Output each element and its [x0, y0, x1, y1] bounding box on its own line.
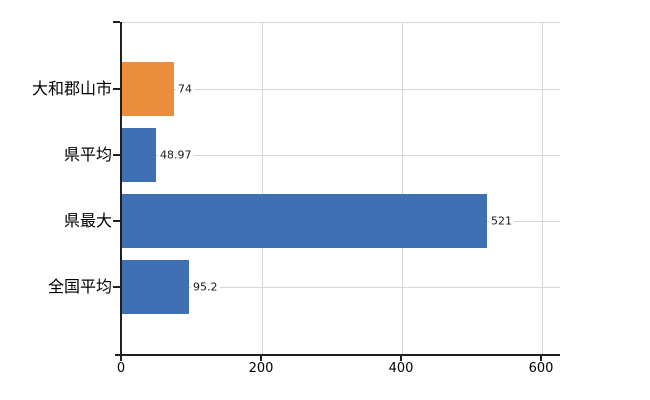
category-axis-labels: 大和郡山市県平均県最大全国平均 [0, 22, 113, 354]
y-axis-tick [113, 88, 120, 90]
y-axis-line [120, 22, 122, 354]
bar-value-label: 48.97 [158, 148, 194, 162]
y-axis-tick [113, 220, 120, 222]
category-label: 全国平均 [47, 277, 112, 296]
plot-area: 74 48.97 521 95.2 [122, 22, 560, 354]
x-tick-label: 400 [388, 361, 414, 376]
vertical-gridline [542, 22, 543, 354]
bar [122, 128, 156, 182]
y-axis-tick [113, 154, 120, 156]
x-tick-label: 0 [116, 361, 126, 376]
category-label: 県最大 [63, 211, 112, 230]
bar-value-label: 95.2 [191, 280, 220, 294]
category-label: 大和郡山市 [31, 79, 112, 98]
bar [122, 194, 487, 248]
x-axis-tick [540, 356, 542, 361]
bar [122, 62, 174, 116]
x-tick-label: 200 [248, 361, 274, 376]
x-axis-line [115, 354, 560, 356]
plot-top-border [122, 22, 560, 23]
bar-value-label: 521 [489, 214, 514, 228]
vertical-gridline [262, 22, 263, 354]
category-gridline [122, 155, 560, 156]
x-axis-tick [120, 356, 122, 361]
category-gridline [122, 287, 560, 288]
bar-value-label: 74 [176, 82, 194, 96]
vertical-gridline [402, 22, 403, 354]
category-gridline [122, 89, 560, 90]
bar [122, 260, 189, 314]
category-label: 県平均 [63, 145, 112, 164]
x-axis-tick [260, 356, 262, 361]
y-axis-tick [113, 286, 120, 288]
x-tick-label: 600 [528, 361, 554, 376]
x-axis-tick [400, 356, 402, 361]
y-axis-tick [113, 21, 120, 23]
